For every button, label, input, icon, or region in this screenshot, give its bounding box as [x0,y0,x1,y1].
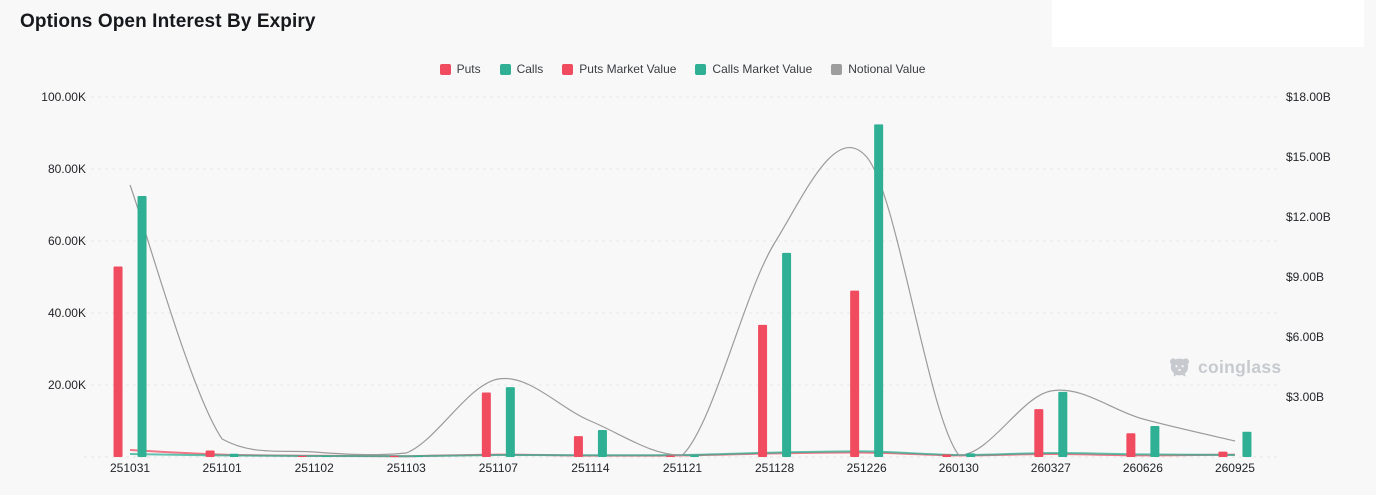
legend-item-notional-value[interactable]: Notional Value [831,63,925,75]
x-axis-label-251031: 251031 [110,461,150,475]
bar-puts-251107[interactable] [481,392,491,457]
bar-calls-251103[interactable] [413,455,423,457]
legend-swatch-notional-value [831,63,843,75]
bar-puts-251101[interactable] [205,450,215,457]
legend-label-notional-value: Notional Value [848,62,926,76]
legend-label-puts: Puts [456,62,481,76]
legend-swatch-calls [499,63,511,75]
x-axis-label-251107: 251107 [479,461,518,475]
bar-calls-260626[interactable] [1150,426,1160,457]
bar-calls-251114[interactable] [597,430,607,457]
legend-label-puts-market-value: Puts Market Value [579,62,677,76]
legend-item-puts[interactable]: Puts [439,62,481,76]
left-axis-tick-60.00K: 60.00K [48,234,86,248]
bar-puts-251031[interactable] [113,266,123,457]
x-axis-label-251121: 251121 [663,461,702,475]
bar-puts-251114[interactable] [573,436,583,457]
legend-item-calls[interactable]: Calls [499,62,544,76]
x-axis-label-260626: 260626 [1123,461,1163,475]
bar-puts-260327[interactable] [1034,409,1044,457]
left-axis-tick-80.00K: 80.00K [48,162,86,176]
bar-puts-260925[interactable] [1218,451,1228,457]
right-axis-tick-$12.00B: $12.00B [1286,210,1331,224]
x-axis-label-251226: 251226 [847,461,887,475]
x-axis-label-251101: 251101 [203,461,242,475]
bar-puts-251128[interactable] [758,324,768,457]
legend-label-calls-market-value: Calls Market Value [712,62,813,76]
bar-puts-260626[interactable] [1126,433,1136,457]
legend-swatch-puts [439,63,451,75]
right-axis-tick-$9.00B: $9.00B [1286,270,1324,284]
x-axis-label-251114: 251114 [571,461,610,475]
left-axis-tick-40.00K: 40.00K [48,306,86,320]
left-axis-tick-100.00K: 100.00K [41,90,86,104]
right-axis-tick-$6.00B: $6.00B [1286,330,1324,344]
bar-calls-251101[interactable] [229,453,239,457]
right-axis-tick-$18.00B: $18.00B [1286,90,1331,104]
bar-puts-260130[interactable] [942,454,952,457]
x-axis-label-251102: 251102 [295,461,334,475]
x-axis-label-251128: 251128 [755,461,794,475]
legend-swatch-puts-market-value [562,63,574,75]
right-axis-tick-$3.00B: $3.00B [1286,390,1324,404]
bar-puts-251226[interactable] [850,290,860,457]
legend-item-calls-market-value[interactable]: Calls Market Value [695,63,812,75]
bar-puts-251103[interactable] [389,455,399,457]
bar-calls-251226[interactable] [874,124,884,458]
legend-label-calls: Calls [516,62,544,76]
bar-calls-260327[interactable] [1058,391,1068,457]
x-axis-label-251103: 251103 [387,461,426,475]
legend-swatch-calls-market-value [695,63,707,75]
legend-item-puts-market-value[interactable]: Puts Market Value [562,63,676,75]
page-title: Options Open Interest By Expiry [20,11,316,32]
chart-legend: Puts Calls Puts Market Value Calls Market V… [84,61,1281,77]
bar-calls-251102[interactable] [321,456,331,457]
bar-calls-251031[interactable] [137,196,147,457]
bar-calls-260925[interactable] [1242,431,1252,457]
bar-puts-251102[interactable] [297,455,307,457]
bar-calls-251121[interactable] [690,455,699,457]
x-axis-label-260327: 260327 [1031,461,1071,475]
bar-calls-260130[interactable] [966,453,976,457]
x-axis-label-260925: 260925 [1215,461,1255,475]
toolbar-placeholder [1052,0,1364,47]
bar-puts-251121[interactable] [666,455,675,457]
left-axis-tick-20.00K: 20.00K [48,378,86,392]
x-axis-label-260130: 260130 [939,461,979,475]
right-axis-tick-$15.00B: $15.00B [1286,150,1331,164]
line-notional-value[interactable] [129,147,1236,456]
bar-calls-251128[interactable] [782,252,792,457]
bar-calls-251107[interactable] [505,387,515,457]
